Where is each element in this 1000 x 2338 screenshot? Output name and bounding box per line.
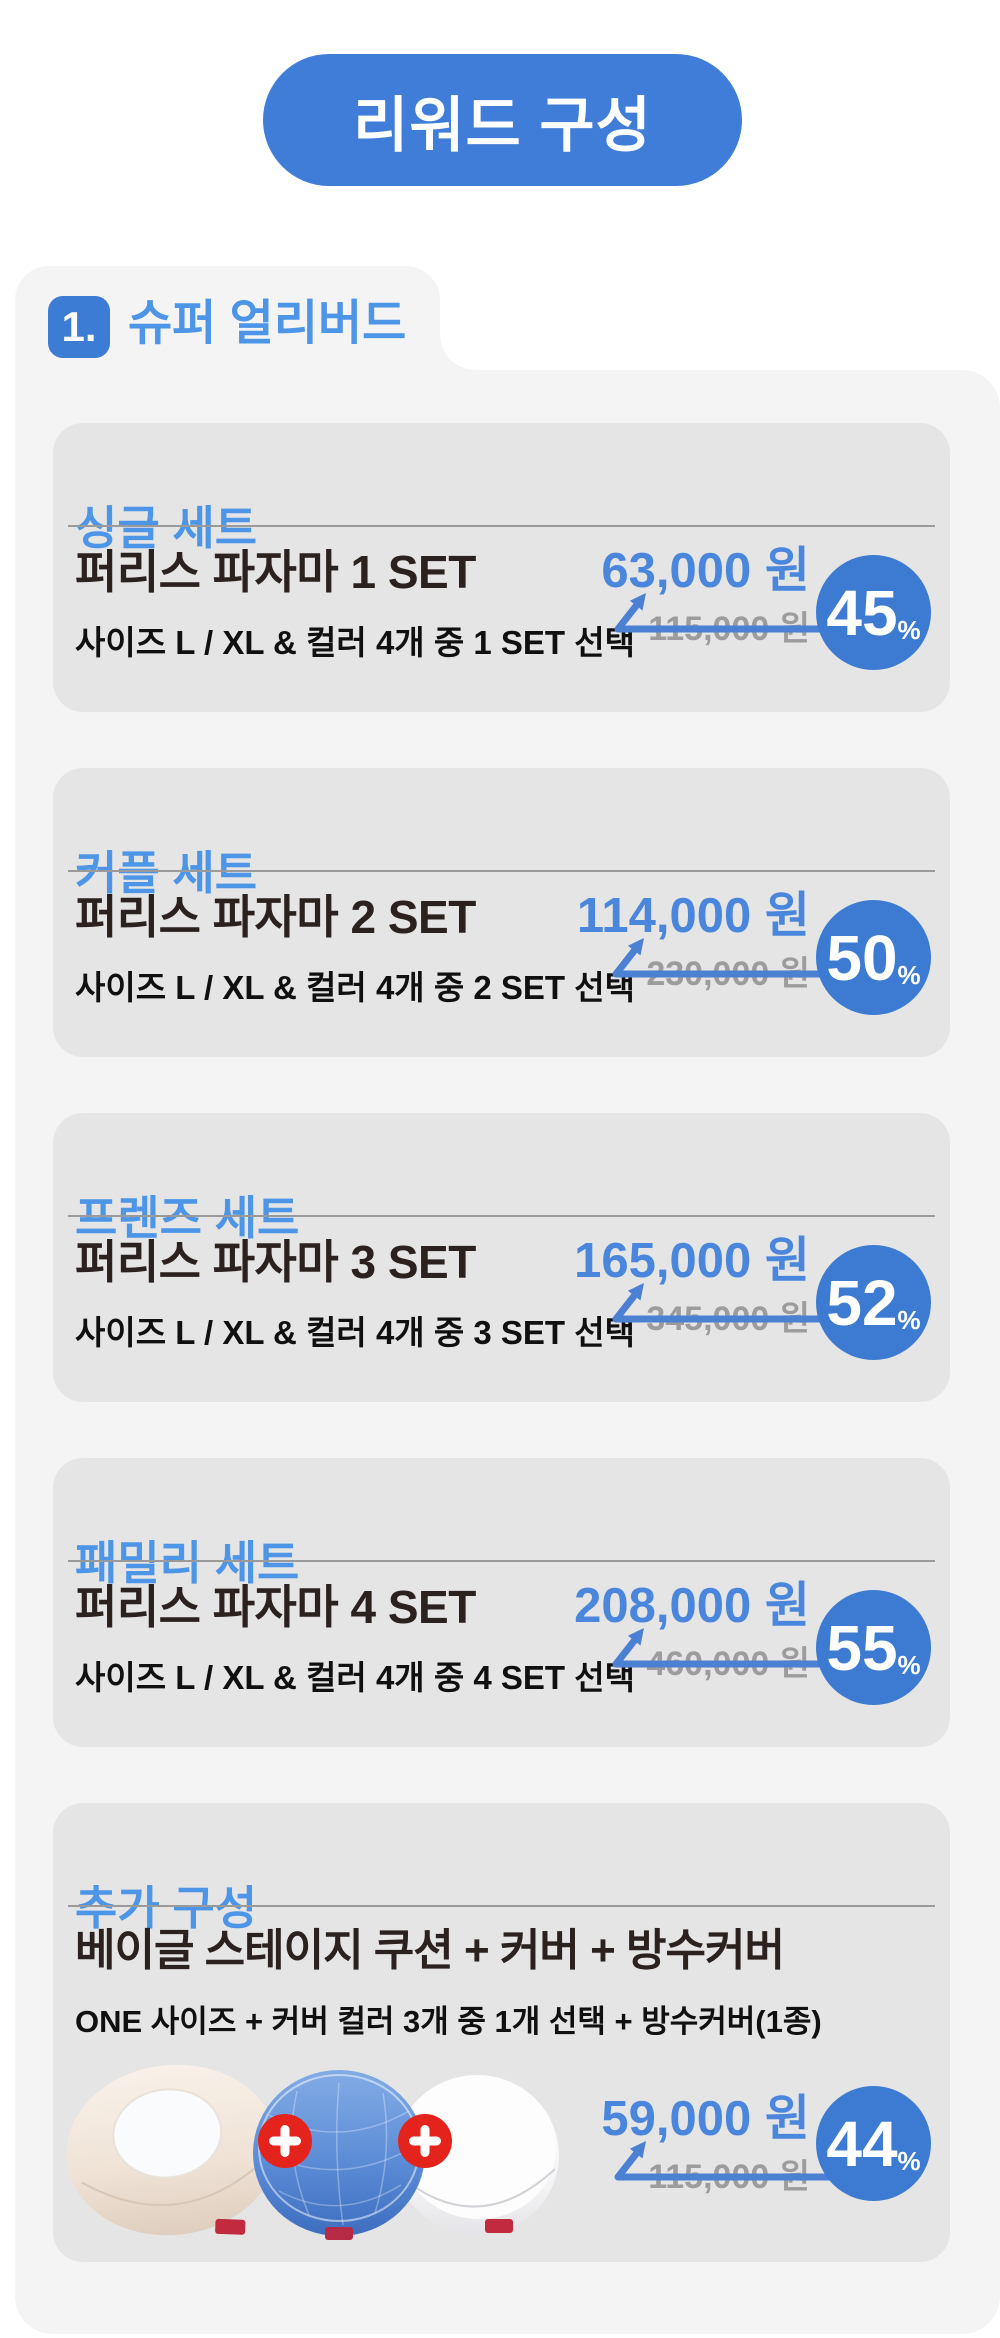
card-heading: 커플 세트 xyxy=(75,847,258,899)
section-number-badge: 1. xyxy=(48,296,110,358)
discount-badge: 45 % xyxy=(816,555,931,670)
price-block: 63,000 원 115,000 원 xyxy=(601,543,852,649)
original-price-wrap: 345,000 원 xyxy=(612,1283,850,1339)
reward-card-single: 싱글 세트 퍼리스 파자마 1 SET 사이즈 L / XL & 컬러 4개 중… xyxy=(53,423,950,712)
card-heading: 추가 구성 xyxy=(75,1882,258,1934)
card-heading: 프렌즈 세트 xyxy=(75,1192,300,1244)
discount-percent: 45 xyxy=(826,576,898,649)
percent-sign: % xyxy=(897,1305,921,1335)
discount-percent: 50 xyxy=(826,921,898,994)
discount-percent: 52 xyxy=(826,1266,898,1339)
product-title: 퍼리스 파자마 2 SET xyxy=(75,891,476,943)
divider xyxy=(68,1905,935,1907)
product-title: 퍼리스 파자마 1 SET xyxy=(75,546,476,598)
rewards-panel: 싱글 세트 퍼리스 파자마 1 SET 사이즈 L / XL & 컬러 4개 중… xyxy=(15,370,1000,2334)
product-title: 퍼리스 파자마 4 SET xyxy=(75,1581,476,1633)
original-price-wrap: 115,000 원 xyxy=(614,593,852,649)
price-block: 114,000 원 230,000 원 xyxy=(576,888,850,994)
card-heading: 패밀리 세트 xyxy=(75,1537,300,1589)
percent-sign: % xyxy=(897,2146,921,2176)
product-options: 사이즈 L / XL & 컬러 4개 중 2 SET 선택 xyxy=(75,969,635,1006)
page-title: 리워드 구성 xyxy=(353,91,652,159)
percent-sign: % xyxy=(897,1650,921,1680)
white-cover-cushion xyxy=(395,2075,559,2235)
original-price-wrap: 460,000 원 xyxy=(612,1628,850,1684)
divider xyxy=(68,870,935,872)
discount-badge: 50 % xyxy=(816,900,931,1015)
page-title-badge: 리워드 구성 xyxy=(263,54,742,186)
reward-card-family: 패밀리 세트 퍼리스 파자마 4 SET 사이즈 L / XL & 컬러 4개 … xyxy=(53,1458,950,1747)
original-price: 230,000 원 xyxy=(646,955,810,994)
product-title: 베이글 스테이지 쿠션 + 커버 + 방수커버 xyxy=(75,1926,785,1975)
section-tab: 1. 슈퍼 얼리버드 xyxy=(15,266,440,370)
product-options: 사이즈 L / XL & 컬러 4개 중 1 SET 선택 xyxy=(75,624,635,661)
cushion-images xyxy=(66,2064,559,2240)
sale-price: 165,000 원 xyxy=(574,1234,810,1288)
product-options: 사이즈 L / XL & 컬러 4개 중 3 SET 선택 xyxy=(75,1314,635,1351)
original-price-wrap: 230,000 원 xyxy=(612,938,850,994)
product-options: ONE 사이즈 + 커버 컬러 3개 중 1개 선택 + 방수커버(1종) xyxy=(75,2004,822,2039)
reward-card-friends: 프렌즈 세트 퍼리스 파자마 3 SET 사이즈 L / XL & 컬러 4개 … xyxy=(53,1113,950,1402)
original-price-wrap: 115,000 원 xyxy=(614,2141,852,2197)
discount-badge: 52 % xyxy=(816,1245,931,1360)
original-price: 115,000 원 xyxy=(648,610,810,649)
discount-badge: 44 % xyxy=(816,2086,931,2201)
section-number: 1. xyxy=(61,303,97,350)
price-block: 208,000 원 460,000 원 xyxy=(574,1578,850,1684)
divider xyxy=(68,1215,935,1217)
price-block: 165,000 원 345,000 원 xyxy=(574,1233,850,1339)
sale-price: 59,000 원 xyxy=(601,2092,810,2146)
product-title: 퍼리스 파자마 3 SET xyxy=(75,1236,476,1288)
reward-card-addon: 추가 구성 베이글 스테이지 쿠션 + 커버 + 방수커버 ONE 사이즈 + … xyxy=(53,1803,950,2262)
sale-price: 208,000 원 xyxy=(574,1579,810,1633)
reward-card-couple: 커플 세트 퍼리스 파자마 2 SET 사이즈 L / XL & 컬러 4개 중… xyxy=(53,768,950,1057)
percent-sign: % xyxy=(897,615,921,645)
price-block: 59,000 원 115,000 원 xyxy=(601,2091,852,2197)
sale-price: 114,000 원 xyxy=(576,889,810,943)
plus-icon xyxy=(398,2114,452,2168)
donut-cushion xyxy=(66,2064,278,2236)
discount-percent: 55 xyxy=(826,1611,898,1684)
sale-price: 63,000 원 xyxy=(601,544,810,598)
divider xyxy=(68,1560,935,1562)
plus-icon xyxy=(258,2114,312,2168)
card-heading: 싱글 세트 xyxy=(75,502,258,554)
original-price: 115,000 원 xyxy=(648,2158,810,2197)
discount-badge: 55 % xyxy=(816,1590,931,1705)
original-price: 460,000 원 xyxy=(646,1645,810,1684)
tab-fillet xyxy=(440,336,474,370)
percent-sign: % xyxy=(897,960,921,990)
product-options: 사이즈 L / XL & 컬러 4개 중 4 SET 선택 xyxy=(75,1659,635,1696)
original-price: 345,000 원 xyxy=(646,1300,810,1339)
divider xyxy=(68,525,935,527)
discount-percent: 44 xyxy=(826,2107,898,2180)
section-title: 슈퍼 얼리버드 xyxy=(128,297,407,350)
